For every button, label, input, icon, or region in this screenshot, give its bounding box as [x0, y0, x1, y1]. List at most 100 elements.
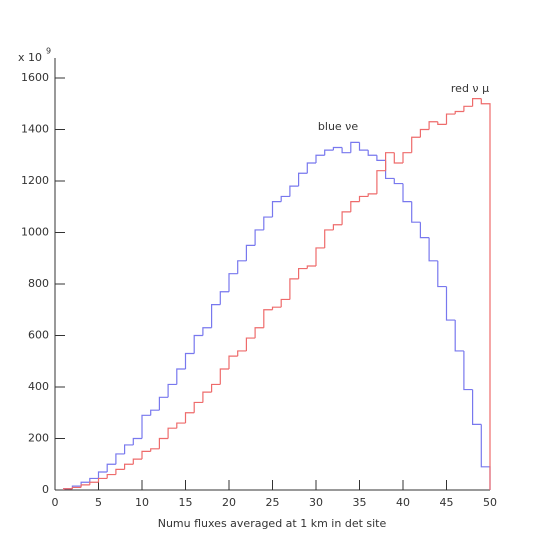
histogram-step: [358, 195, 369, 202]
histogram-step: [97, 477, 108, 483]
histogram-step: [454, 110, 464, 115]
histogram-step: [393, 178, 403, 185]
histogram-step: [158, 396, 169, 411]
histogram-step: [115, 468, 125, 475]
histogram-step: [402, 183, 412, 203]
histogram-step: [385, 160, 395, 180]
histogram-step: [237, 350, 247, 357]
histogram-step: [263, 216, 273, 230]
histogram-step: [141, 450, 151, 460]
histogram-step: [315, 247, 325, 266]
y-tick-label: 1600: [21, 71, 49, 84]
histogram-step: [472, 98, 482, 107]
histogram-step: [289, 278, 299, 300]
histogram-step: [376, 155, 386, 161]
histogram-step: [245, 244, 256, 261]
histogram-step: [480, 424, 491, 490]
histogram-step: [211, 383, 221, 393]
histogram-step: [263, 309, 273, 328]
histogram-step: [341, 147, 351, 154]
histogram-step: [298, 172, 308, 187]
histogram-step: [376, 170, 386, 194]
y-tick-label: 200: [28, 432, 49, 445]
histogram-step: [367, 193, 377, 197]
histogram-step: [124, 463, 134, 470]
x-tick-label: 5: [95, 496, 102, 509]
histogram-step: [437, 260, 447, 288]
histogram-step: [167, 427, 177, 439]
histogram-step: [167, 383, 177, 398]
histogram-step: [411, 201, 421, 223]
y-tick-label: 1200: [21, 174, 49, 187]
histogram-step: [237, 260, 247, 274]
scale-exponent: 9: [46, 47, 51, 56]
histogram-step: [280, 195, 290, 202]
histogram-step: [184, 412, 195, 424]
series-label: red ν μ: [451, 82, 489, 95]
histogram-step: [271, 201, 282, 218]
histogram-step: [289, 185, 299, 197]
histogram-step: [97, 471, 108, 479]
histogram-step: [132, 458, 142, 465]
histogram-step: [80, 484, 90, 488]
y-tick-label: 600: [28, 329, 49, 342]
histogram-step: [480, 98, 491, 490]
histogram-step: [306, 265, 316, 269]
histogram-step: [176, 368, 186, 385]
x-tick-label: 30: [309, 496, 323, 509]
histogram-step: [193, 401, 203, 413]
histogram-step: [89, 481, 99, 485]
histogram-step: [332, 224, 343, 230]
histogram-step: [385, 152, 395, 171]
y-tick-label: 0: [42, 483, 49, 496]
histogram-step: [358, 142, 369, 151]
histogram-step: [89, 477, 99, 483]
histogram-step: [419, 222, 430, 239]
histogram-step: [393, 152, 403, 164]
histogram-step: [158, 437, 169, 449]
histogram-step: [106, 473, 116, 479]
histogram-step: [150, 409, 160, 416]
x-tick-label: 35: [353, 496, 367, 509]
histogram-step: [184, 352, 195, 369]
x-tick-label: 25: [266, 496, 280, 509]
x-tick-label: 10: [135, 496, 149, 509]
x-tick-label: 0: [52, 496, 59, 509]
histogram-step: [219, 291, 229, 305]
histogram-step: [428, 121, 438, 130]
histogram-step: [428, 237, 438, 262]
scale-multiplier: x 10: [18, 51, 42, 64]
histogram-step: [306, 162, 316, 174]
x-tick-label: 40: [396, 496, 410, 509]
x-tick-label: 15: [179, 496, 193, 509]
histogram-step: [106, 463, 116, 472]
histogram-step: [402, 152, 412, 163]
histogram-step: [176, 422, 186, 429]
histogram-step: [419, 128, 430, 138]
histogram-step: [463, 350, 473, 391]
histogram-step: [115, 453, 125, 465]
histogram-step: [254, 229, 264, 246]
histogram-step: [63, 488, 73, 490]
histogram-step: [219, 368, 229, 385]
histogram-step: [454, 320, 464, 352]
histogram-step: [228, 355, 238, 369]
histogram-step: [411, 136, 421, 153]
histogram-step: [245, 337, 256, 351]
histogram-step: [332, 146, 343, 151]
series-label: blue νe: [318, 120, 358, 133]
histogram-step: [472, 389, 482, 425]
histogram-step: [193, 334, 203, 354]
x-tick-label: 45: [440, 496, 454, 509]
x-tick-label: 20: [222, 496, 236, 509]
y-tick-label: 1400: [21, 123, 49, 136]
histogram-step: [367, 150, 377, 156]
histogram-step: [350, 141, 360, 153]
histogram-step: [202, 327, 212, 336]
histogram-step: [463, 105, 473, 112]
histogram-step: [254, 327, 264, 339]
histogram-step: [80, 481, 90, 487]
histogram-step: [315, 154, 325, 163]
histogram-step: [341, 211, 351, 225]
